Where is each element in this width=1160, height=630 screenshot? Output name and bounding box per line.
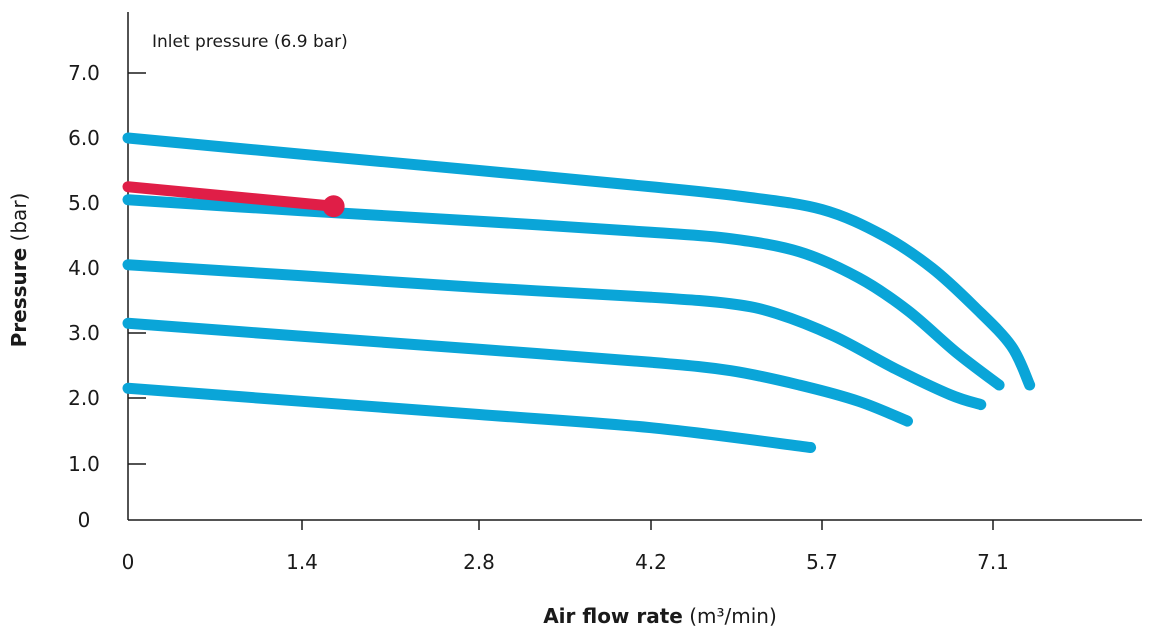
x-tick-label: 5.7 [806, 550, 838, 574]
highlight-marker [322, 195, 345, 218]
y-tick-label: 6.0 [68, 126, 100, 150]
annotation-label: Inlet pressure (6.9 bar) [152, 32, 348, 52]
y-tick-label: 1.0 [68, 452, 100, 476]
x-tick-label: 2.8 [463, 550, 495, 574]
series-line-5 [122, 382, 817, 453]
y-tick-label: 2.0 [68, 386, 100, 410]
highlight-group [122, 181, 345, 218]
y-tick-label: 3.0 [68, 321, 100, 345]
y-tick-label: 0 [78, 508, 91, 532]
x-tick-label: 4.2 [635, 550, 667, 574]
series-group [122, 132, 1036, 453]
series-line-3 [122, 259, 987, 411]
y-axis-title-unit: (bar) [7, 193, 31, 248]
x-axis-title-bold: Air flow rate [543, 604, 683, 628]
y-tick-label: 7.0 [68, 61, 100, 85]
x-axis-title: Air flow rate (m³/min) [543, 604, 777, 628]
ticks: 0 1.4 2.8 4.2 5.7 7.1 0 1.0 2.0 3.0 4.0 5.0 6.0 7.0 [68, 61, 1009, 574]
series-line-1 [122, 132, 1036, 391]
series-line-2 [122, 194, 1005, 391]
series-line-4 [122, 317, 913, 427]
x-tick-label: 1.4 [286, 550, 318, 574]
y-tick-label: 5.0 [68, 191, 100, 215]
y-tick-label: 4.0 [68, 256, 100, 280]
x-axis-title-unit: (m³/min) [683, 604, 777, 628]
x-tick-label: 0 [122, 550, 135, 574]
axes [127, 12, 1142, 521]
y-axis-title: Pressure (bar) [7, 193, 31, 348]
y-axis-title-bold: Pressure [7, 248, 31, 348]
x-tick-label: 7.1 [977, 550, 1009, 574]
highlight-line [122, 181, 340, 212]
